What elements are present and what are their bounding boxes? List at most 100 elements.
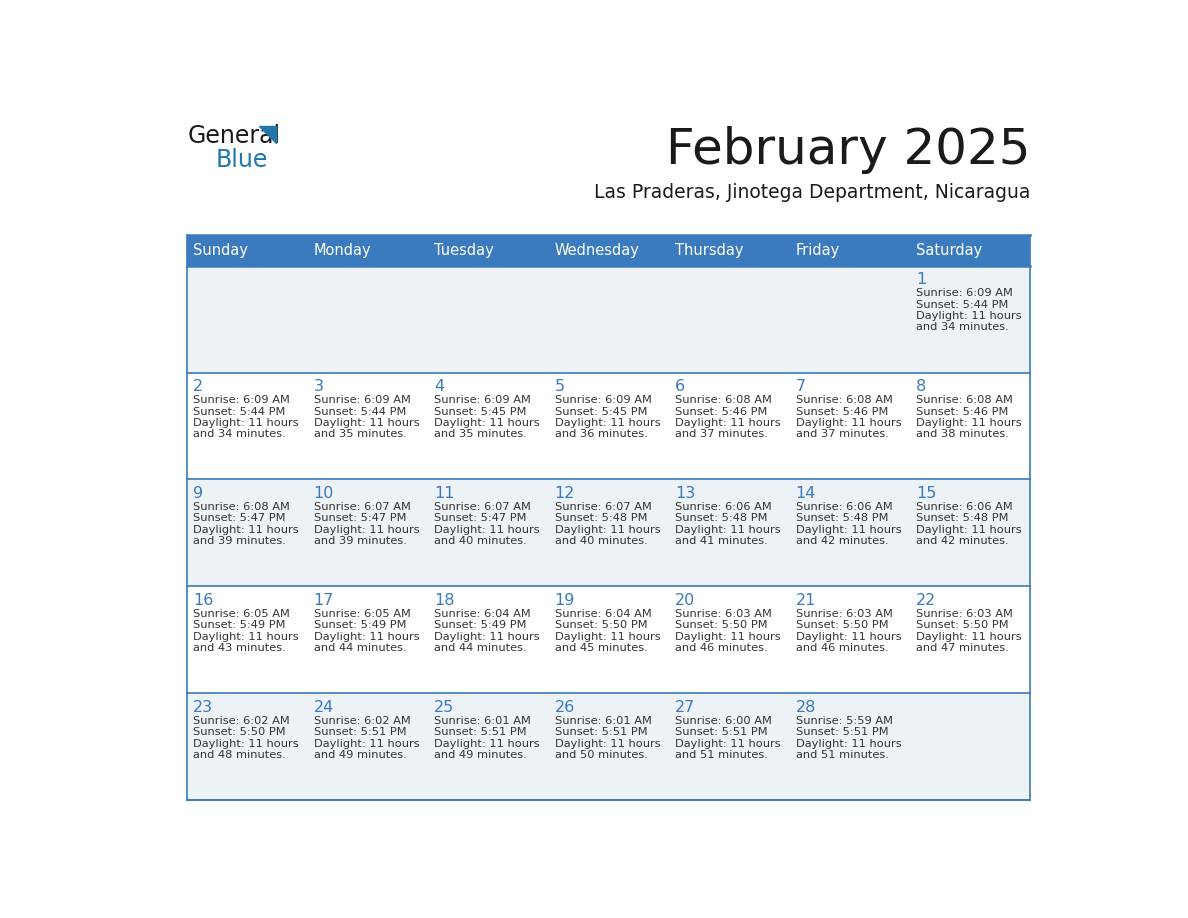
Text: Monday: Monday bbox=[314, 242, 372, 258]
Bar bbox=[790, 235, 910, 265]
Text: Daylight: 11 hours: Daylight: 11 hours bbox=[796, 418, 902, 428]
Text: Daylight: 11 hours: Daylight: 11 hours bbox=[675, 739, 781, 748]
Text: Daylight: 11 hours: Daylight: 11 hours bbox=[434, 739, 539, 748]
Text: Sunrise: 6:03 AM: Sunrise: 6:03 AM bbox=[675, 609, 772, 619]
Text: Sunrise: 6:02 AM: Sunrise: 6:02 AM bbox=[314, 716, 411, 726]
Text: Sunrise: 6:03 AM: Sunrise: 6:03 AM bbox=[796, 609, 892, 619]
Text: and 34 minutes.: and 34 minutes. bbox=[916, 322, 1009, 332]
Text: Sunrise: 6:06 AM: Sunrise: 6:06 AM bbox=[916, 502, 1012, 512]
Text: 4: 4 bbox=[434, 379, 444, 394]
Text: Sunset: 5:50 PM: Sunset: 5:50 PM bbox=[916, 621, 1009, 631]
Text: 1: 1 bbox=[916, 272, 927, 287]
Text: and 45 minutes.: and 45 minutes. bbox=[555, 644, 647, 653]
Text: Sunrise: 6:09 AM: Sunrise: 6:09 AM bbox=[555, 395, 651, 405]
Text: Las Praderas, Jinotega Department, Nicaragua: Las Praderas, Jinotega Department, Nicar… bbox=[594, 184, 1030, 202]
Text: Thursday: Thursday bbox=[675, 242, 744, 258]
Text: Sunset: 5:51 PM: Sunset: 5:51 PM bbox=[796, 727, 889, 737]
Bar bbox=[428, 235, 549, 265]
Text: Sunrise: 6:09 AM: Sunrise: 6:09 AM bbox=[314, 395, 411, 405]
Text: and 47 minutes.: and 47 minutes. bbox=[916, 644, 1009, 653]
Text: Daylight: 11 hours: Daylight: 11 hours bbox=[555, 525, 661, 535]
Text: 3: 3 bbox=[314, 379, 323, 394]
Bar bbox=[188, 693, 1030, 800]
Text: Sunset: 5:51 PM: Sunset: 5:51 PM bbox=[675, 727, 767, 737]
Bar bbox=[188, 587, 1030, 693]
Text: Sunset: 5:48 PM: Sunset: 5:48 PM bbox=[796, 513, 889, 523]
Text: Sunset: 5:51 PM: Sunset: 5:51 PM bbox=[434, 727, 526, 737]
Text: Saturday: Saturday bbox=[916, 242, 982, 258]
Text: and 42 minutes.: and 42 minutes. bbox=[916, 536, 1009, 546]
Text: 18: 18 bbox=[434, 593, 455, 608]
Text: Daylight: 11 hours: Daylight: 11 hours bbox=[675, 418, 781, 428]
Text: and 43 minutes.: and 43 minutes. bbox=[194, 644, 286, 653]
Text: 10: 10 bbox=[314, 486, 334, 501]
Text: Sunset: 5:49 PM: Sunset: 5:49 PM bbox=[194, 621, 286, 631]
Text: Sunrise: 6:09 AM: Sunrise: 6:09 AM bbox=[194, 395, 290, 405]
Text: Sunrise: 6:00 AM: Sunrise: 6:00 AM bbox=[675, 716, 772, 726]
Text: 15: 15 bbox=[916, 486, 936, 501]
Text: Sunrise: 6:08 AM: Sunrise: 6:08 AM bbox=[796, 395, 892, 405]
Text: 12: 12 bbox=[555, 486, 575, 501]
Text: Daylight: 11 hours: Daylight: 11 hours bbox=[434, 525, 539, 535]
Text: Daylight: 11 hours: Daylight: 11 hours bbox=[916, 418, 1022, 428]
Text: Sunset: 5:51 PM: Sunset: 5:51 PM bbox=[314, 727, 406, 737]
Bar bbox=[188, 479, 1030, 587]
Text: and 50 minutes.: and 50 minutes. bbox=[555, 750, 647, 760]
Text: Sunrise: 6:06 AM: Sunrise: 6:06 AM bbox=[675, 502, 772, 512]
Text: 13: 13 bbox=[675, 486, 695, 501]
Text: and 42 minutes.: and 42 minutes. bbox=[796, 536, 889, 546]
Text: Sunset: 5:50 PM: Sunset: 5:50 PM bbox=[675, 621, 767, 631]
Text: Daylight: 11 hours: Daylight: 11 hours bbox=[194, 632, 299, 642]
Text: and 35 minutes.: and 35 minutes. bbox=[314, 430, 406, 440]
Text: and 49 minutes.: and 49 minutes. bbox=[434, 750, 527, 760]
Text: Daylight: 11 hours: Daylight: 11 hours bbox=[555, 632, 661, 642]
Text: Sunset: 5:46 PM: Sunset: 5:46 PM bbox=[916, 407, 1009, 417]
Text: 7: 7 bbox=[796, 379, 805, 394]
Text: and 49 minutes.: and 49 minutes. bbox=[314, 750, 406, 760]
Text: Sunrise: 6:09 AM: Sunrise: 6:09 AM bbox=[916, 288, 1013, 298]
Text: 6: 6 bbox=[675, 379, 685, 394]
Text: Sunset: 5:44 PM: Sunset: 5:44 PM bbox=[194, 407, 285, 417]
Text: Sunset: 5:49 PM: Sunset: 5:49 PM bbox=[314, 621, 406, 631]
Text: Daylight: 11 hours: Daylight: 11 hours bbox=[555, 418, 661, 428]
Text: Daylight: 11 hours: Daylight: 11 hours bbox=[314, 632, 419, 642]
Text: 14: 14 bbox=[796, 486, 816, 501]
Text: 23: 23 bbox=[194, 700, 214, 714]
Text: Sunset: 5:47 PM: Sunset: 5:47 PM bbox=[314, 513, 406, 523]
Text: Blue: Blue bbox=[216, 148, 268, 172]
Text: 11: 11 bbox=[434, 486, 455, 501]
Text: 8: 8 bbox=[916, 379, 927, 394]
Text: Daylight: 11 hours: Daylight: 11 hours bbox=[314, 525, 419, 535]
Text: Daylight: 11 hours: Daylight: 11 hours bbox=[796, 525, 902, 535]
Text: Sunset: 5:48 PM: Sunset: 5:48 PM bbox=[555, 513, 647, 523]
Bar bbox=[188, 265, 1030, 373]
Text: 16: 16 bbox=[194, 593, 214, 608]
Text: Daylight: 11 hours: Daylight: 11 hours bbox=[916, 311, 1022, 321]
Text: 26: 26 bbox=[555, 700, 575, 714]
Text: Sunset: 5:51 PM: Sunset: 5:51 PM bbox=[555, 727, 647, 737]
Polygon shape bbox=[259, 127, 277, 143]
Text: Sunrise: 6:04 AM: Sunrise: 6:04 AM bbox=[434, 609, 531, 619]
Text: Sunrise: 6:05 AM: Sunrise: 6:05 AM bbox=[314, 609, 411, 619]
Text: and 46 minutes.: and 46 minutes. bbox=[675, 644, 767, 653]
Text: Sunset: 5:46 PM: Sunset: 5:46 PM bbox=[796, 407, 887, 417]
Text: Daylight: 11 hours: Daylight: 11 hours bbox=[796, 632, 902, 642]
Text: Sunrise: 6:04 AM: Sunrise: 6:04 AM bbox=[555, 609, 651, 619]
Text: Sunset: 5:45 PM: Sunset: 5:45 PM bbox=[434, 407, 526, 417]
Text: Daylight: 11 hours: Daylight: 11 hours bbox=[434, 632, 539, 642]
Text: Daylight: 11 hours: Daylight: 11 hours bbox=[194, 418, 299, 428]
Text: Sunrise: 6:07 AM: Sunrise: 6:07 AM bbox=[314, 502, 411, 512]
Text: and 46 minutes.: and 46 minutes. bbox=[796, 644, 889, 653]
Text: Tuesday: Tuesday bbox=[434, 242, 494, 258]
Text: and 40 minutes.: and 40 minutes. bbox=[434, 536, 527, 546]
Text: and 35 minutes.: and 35 minutes. bbox=[434, 430, 527, 440]
Bar bbox=[188, 235, 308, 265]
Text: 22: 22 bbox=[916, 593, 936, 608]
Text: Friday: Friday bbox=[796, 242, 840, 258]
Text: 28: 28 bbox=[796, 700, 816, 714]
Text: Sunset: 5:50 PM: Sunset: 5:50 PM bbox=[796, 621, 889, 631]
Text: February 2025: February 2025 bbox=[666, 126, 1030, 174]
Text: 20: 20 bbox=[675, 593, 695, 608]
Text: Sunset: 5:44 PM: Sunset: 5:44 PM bbox=[314, 407, 406, 417]
Text: and 34 minutes.: and 34 minutes. bbox=[194, 430, 286, 440]
